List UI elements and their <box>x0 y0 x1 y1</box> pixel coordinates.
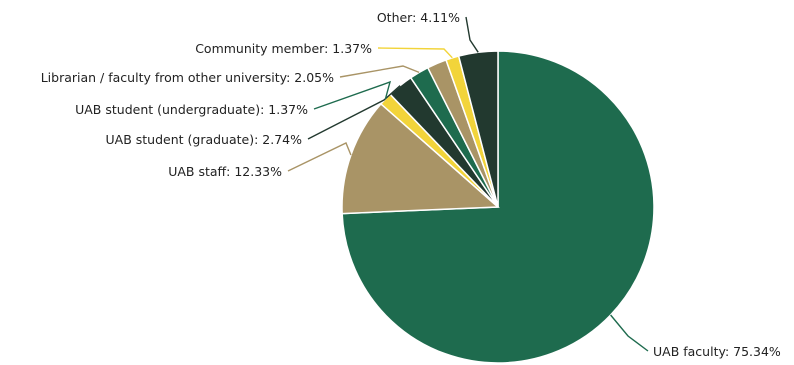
label-uab-student-graduate: UAB student (graduate): 2.74% <box>106 132 303 147</box>
label-librarian-faculty-other-university: Librarian / faculty from other universit… <box>41 70 334 85</box>
label-other: Other: 4.11% <box>377 10 460 25</box>
leader-line-0 <box>610 314 649 352</box>
label-uab-student-undergraduate: UAB student (undergraduate): 1.37% <box>75 102 308 117</box>
leader-line-4 <box>339 65 420 78</box>
label-uab-faculty: UAB faculty: 75.34% <box>653 344 781 359</box>
leader-line-3 <box>307 85 401 140</box>
label-community-member: Community member: 1.37% <box>195 41 372 56</box>
leader-line-1 <box>287 142 352 172</box>
leader-line-6 <box>377 47 453 59</box>
leader-line-7 <box>465 16 479 53</box>
label-uab-staff: UAB staff: 12.33% <box>168 164 282 179</box>
leader-line-2 <box>313 80 392 110</box>
